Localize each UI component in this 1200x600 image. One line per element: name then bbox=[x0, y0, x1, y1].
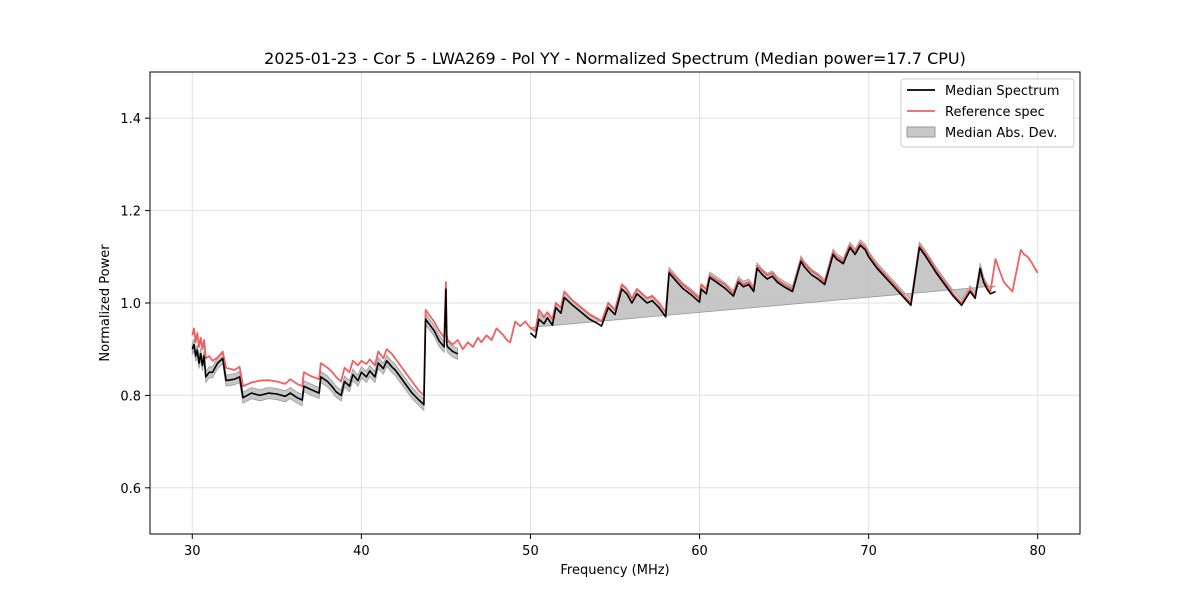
chart-title: 2025-01-23 - Cor 5 - LWA269 - Pol YY - N… bbox=[264, 49, 966, 68]
reference-spec-line bbox=[191, 241, 1039, 397]
y-tick-label: 0.6 bbox=[120, 482, 141, 497]
median-spectrum-line bbox=[191, 288, 459, 406]
legend-median-label: Median Spectrum bbox=[945, 84, 1059, 99]
legend-reference-label: Reference spec bbox=[945, 105, 1045, 120]
legend-mad-swatch bbox=[906, 126, 936, 138]
reference-spec-layer bbox=[191, 241, 1039, 397]
y-axis-label: Normalized Power bbox=[98, 244, 113, 362]
legend-frame bbox=[900, 78, 1075, 148]
x-tick-label: 60 bbox=[691, 544, 708, 559]
median-spectrum-line bbox=[529, 244, 996, 339]
legend: Median Spectrum Reference spec Median Ab… bbox=[900, 78, 1075, 148]
x-tick-label: 70 bbox=[860, 544, 877, 559]
grid bbox=[150, 72, 1080, 534]
y-tick-label: 1.0 bbox=[120, 297, 141, 312]
x-tick-label: 30 bbox=[184, 544, 201, 559]
y-axis-ticks: 0.6 0.8 1.0 1.2 1.4 bbox=[120, 112, 150, 497]
mad-band-segment bbox=[191, 283, 459, 412]
x-tick-label: 40 bbox=[353, 544, 370, 559]
x-axis-ticks: 30 40 50 60 70 80 bbox=[184, 534, 1046, 559]
y-tick-label: 1.2 bbox=[120, 205, 141, 220]
x-tick-label: 80 bbox=[1029, 544, 1046, 559]
y-tick-label: 0.8 bbox=[120, 389, 141, 404]
legend-mad-label: Median Abs. Dev. bbox=[945, 126, 1057, 141]
x-tick-label: 50 bbox=[522, 544, 539, 559]
x-axis-label: Frequency (MHz) bbox=[560, 563, 669, 578]
y-tick-label: 1.4 bbox=[120, 112, 141, 127]
median-spectrum-layer bbox=[191, 244, 996, 406]
